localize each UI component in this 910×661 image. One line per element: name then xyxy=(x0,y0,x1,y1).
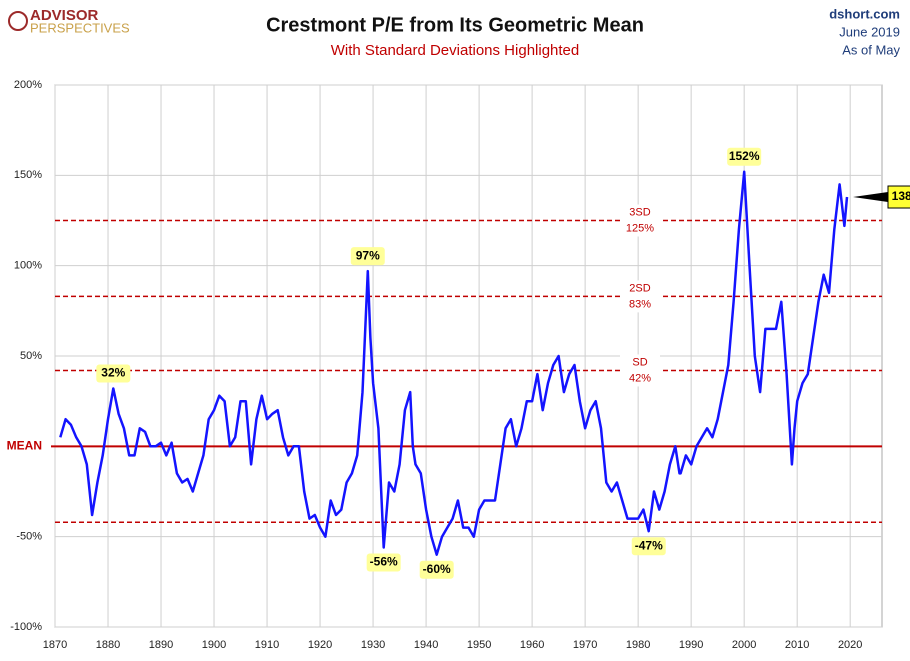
x-tick-label: 1940 xyxy=(414,639,438,651)
annotation-label: 32% xyxy=(101,366,125,380)
y-tick-label: 200% xyxy=(14,79,42,91)
x-tick-label: 1910 xyxy=(255,639,279,651)
annotation-bg xyxy=(631,537,666,556)
sd-name: SD xyxy=(632,356,647,368)
callout-arrow xyxy=(853,192,888,203)
y-tick-label: 50% xyxy=(20,350,42,362)
note: As of May xyxy=(842,42,900,57)
callout-label: 138% xyxy=(892,189,910,203)
annotation-bg xyxy=(96,364,131,383)
annotation-label: -47% xyxy=(635,538,663,552)
x-tick-label: 1930 xyxy=(361,639,385,651)
logo-icon xyxy=(8,11,28,31)
annotation-bg xyxy=(350,247,385,266)
annotation-bg xyxy=(727,147,762,166)
x-tick-label: 1980 xyxy=(626,639,650,651)
date: June 2019 xyxy=(839,24,900,39)
sd-label: 83% xyxy=(629,298,651,310)
x-tick-label: 1870 xyxy=(43,639,67,651)
y-tick-label: 100% xyxy=(14,260,42,272)
y-tick-label: 150% xyxy=(14,169,42,181)
chart-title: Crestmont P/E from Its Geometric Mean xyxy=(266,14,644,36)
logo-line2: PERSPECTIVES xyxy=(30,20,130,35)
x-tick-label: 2000 xyxy=(732,639,756,651)
y-tick-label: -50% xyxy=(16,531,42,543)
y-tick-label: -100% xyxy=(10,621,42,633)
x-tick-label: 2010 xyxy=(785,639,809,651)
sd-label-bg xyxy=(620,280,660,313)
annotation-bg xyxy=(419,560,454,579)
sd-label: 125% xyxy=(626,222,654,234)
x-tick-label: 1880 xyxy=(96,639,120,651)
x-tick-label: 1970 xyxy=(573,639,597,651)
annotation-label: 152% xyxy=(729,149,760,163)
annotation-label: 97% xyxy=(356,248,380,262)
annotation-label: -56% xyxy=(370,555,398,569)
callout-box xyxy=(887,185,910,209)
sd-label: 42% xyxy=(629,372,651,384)
x-tick-label: 1950 xyxy=(467,639,491,651)
x-tick-label: 1900 xyxy=(202,639,226,651)
x-tick-label: 1920 xyxy=(308,639,332,651)
sd-name: 3SD xyxy=(629,206,650,218)
x-tick-label: 1990 xyxy=(679,639,703,651)
x-tick-label: 1960 xyxy=(520,639,544,651)
x-tick-label: 2020 xyxy=(838,639,862,651)
series-line xyxy=(59,170,849,556)
annotation-label: -60% xyxy=(423,562,451,576)
chart-subtitle: With Standard Deviations Highlighted xyxy=(331,42,579,59)
source: dshort.com xyxy=(829,6,900,21)
logo-line1: ADVISOR xyxy=(30,7,99,24)
annotation-bg xyxy=(366,553,401,572)
y-tick-label: MEAN xyxy=(7,439,42,453)
sd-name: 2SD xyxy=(629,282,650,294)
sd-label-bg xyxy=(620,354,660,387)
x-tick-label: 1890 xyxy=(149,639,173,651)
sd-label-bg xyxy=(620,204,660,237)
